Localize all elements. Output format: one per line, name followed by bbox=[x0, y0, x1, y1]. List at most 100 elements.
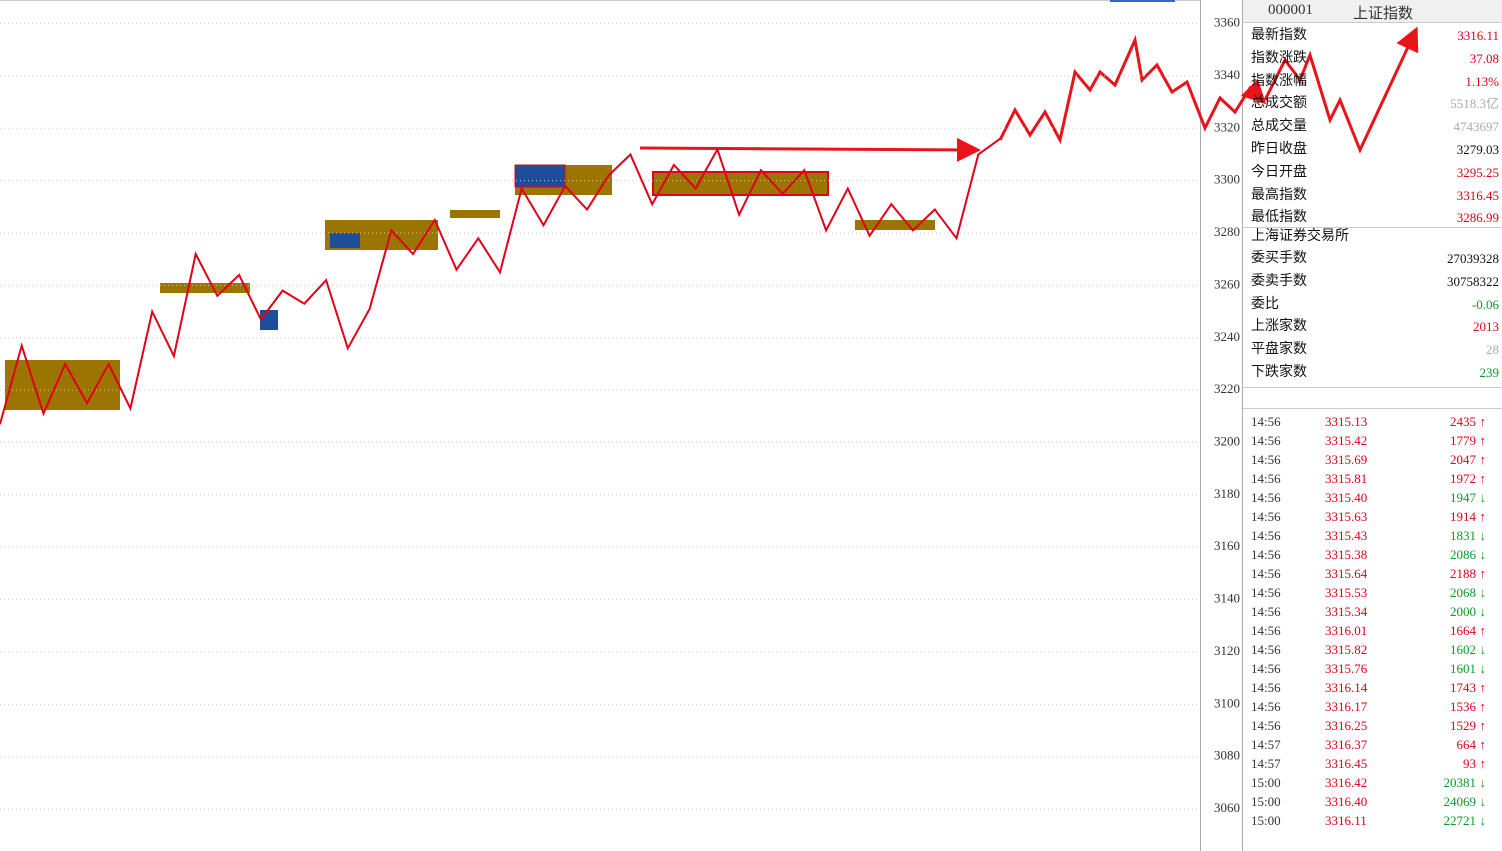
tick-volume: 1779 bbox=[1450, 433, 1476, 448]
info-value: 2013 bbox=[1473, 319, 1499, 335]
tick-arrow: ↓ bbox=[1479, 585, 1487, 600]
tick-volume: 1743 bbox=[1450, 680, 1476, 695]
zone bbox=[652, 171, 829, 196]
tick-price: 3316.17 bbox=[1325, 699, 1368, 714]
tick-row: 14:56 3315.40 1947 ↓ bbox=[1251, 488, 1502, 507]
tick-row: 14:56 3316.01 1664 ↑ bbox=[1251, 621, 1502, 640]
tick-price: 3315.81 bbox=[1325, 471, 1368, 486]
info-value: 28 bbox=[1486, 342, 1499, 358]
info-value: -0.06 bbox=[1471, 296, 1499, 312]
tick-time: 14:56 bbox=[1251, 528, 1281, 543]
tick-row: 14:56 3316.17 1536 ↑ bbox=[1251, 697, 1502, 716]
tick-arrow: ↓ bbox=[1479, 775, 1487, 790]
separator bbox=[1243, 227, 1502, 228]
y-tick-label: 3260 bbox=[1214, 276, 1240, 291]
tick-time: 14:56 bbox=[1251, 604, 1281, 619]
tick-row: 14:56 3315.42 1779 ↑ bbox=[1251, 431, 1502, 450]
tick-volume: 1536 bbox=[1450, 699, 1476, 714]
info-row: 委卖手数 30758322 bbox=[1251, 271, 1499, 293]
tick-arrow: ↑ bbox=[1479, 680, 1487, 695]
y-tick-label: 3340 bbox=[1214, 67, 1240, 82]
tick-arrow: ↑ bbox=[1479, 414, 1487, 429]
panel-header: 000001 上证指数 bbox=[1243, 0, 1502, 23]
zone bbox=[330, 233, 360, 248]
tick-volume: 20381 bbox=[1443, 775, 1477, 790]
tick-price: 3315.63 bbox=[1325, 509, 1368, 524]
tick-price: 3315.69 bbox=[1325, 452, 1368, 467]
tick-arrow: ↓ bbox=[1479, 604, 1487, 619]
y-tick-label: 3200 bbox=[1214, 434, 1240, 449]
tick-row: 14:56 3315.81 1972 ↑ bbox=[1251, 469, 1502, 488]
tick-arrow: ↓ bbox=[1479, 528, 1487, 543]
tick-volume: 1831 bbox=[1450, 528, 1476, 543]
info-value: 27039328 bbox=[1447, 251, 1499, 266]
tick-row: 14:56 3316.14 1743 ↑ bbox=[1251, 678, 1502, 697]
info-value: 3286.99 bbox=[1456, 210, 1499, 226]
y-tick-label: 3080 bbox=[1214, 748, 1240, 763]
tick-price: 3315.42 bbox=[1325, 433, 1368, 448]
tick-volume: 1972 bbox=[1450, 471, 1476, 486]
tick-price: 3315.13 bbox=[1325, 414, 1368, 429]
info-row: 总成交量 4743697 bbox=[1251, 116, 1499, 138]
zone bbox=[160, 283, 250, 293]
stock-name: 上证指数 bbox=[1353, 6, 1414, 22]
info-label: 最高指数 bbox=[1251, 187, 1307, 203]
tick-row: 14:57 3316.37 664 ↑ bbox=[1251, 735, 1502, 754]
tick-arrow: ↓ bbox=[1479, 794, 1487, 809]
separator bbox=[1243, 408, 1502, 409]
info-row: 总成交额 5518.3亿 bbox=[1251, 93, 1499, 115]
tick-row: 15:00 3316.42 20381 ↓ bbox=[1251, 773, 1502, 792]
tick-row: 14:56 3315.82 1602 ↓ bbox=[1251, 640, 1502, 659]
info-value: 4743697 bbox=[1453, 119, 1500, 135]
tick-price: 3315.40 bbox=[1325, 490, 1368, 505]
tick-arrow: ↑ bbox=[1479, 452, 1487, 467]
zone bbox=[260, 310, 278, 330]
info-row: 今日开盘 3295.25 bbox=[1251, 162, 1499, 184]
annotations bbox=[639, 26, 1419, 162]
tick-time: 14:56 bbox=[1251, 471, 1281, 486]
info-label: 委比 bbox=[1251, 296, 1279, 312]
tick-arrow: ↑ bbox=[1479, 566, 1487, 581]
tick-row: 14:56 3315.76 1601 ↓ bbox=[1251, 659, 1502, 678]
tick-arrow: ↑ bbox=[1479, 737, 1487, 752]
info-label: 最新指数 bbox=[1251, 28, 1307, 43]
tick-arrow: ↑ bbox=[1479, 509, 1487, 524]
info-label: 委卖手数 bbox=[1251, 273, 1307, 289]
tick-volume: 1601 bbox=[1450, 661, 1476, 676]
tick-price: 3315.82 bbox=[1325, 642, 1368, 657]
tick-arrow: ↑ bbox=[1479, 699, 1487, 714]
tick-time: 14:56 bbox=[1251, 623, 1281, 638]
tick-price: 3316.25 bbox=[1325, 718, 1368, 733]
y-tick-label: 3060 bbox=[1214, 800, 1240, 815]
tick-arrow: ↓ bbox=[1479, 642, 1487, 657]
arrow bbox=[639, 137, 981, 162]
zone bbox=[450, 210, 500, 218]
y-tick-label: 3140 bbox=[1214, 591, 1240, 606]
y-tick-label: 3160 bbox=[1214, 538, 1240, 553]
zone bbox=[514, 164, 566, 188]
tick-time: 14:56 bbox=[1251, 547, 1281, 562]
tick-time: 14:56 bbox=[1251, 452, 1281, 467]
zone bbox=[5, 360, 120, 410]
tick-time: 14:56 bbox=[1251, 566, 1281, 581]
tick-price: 3316.42 bbox=[1325, 775, 1368, 790]
tick-arrow: ↑ bbox=[1479, 756, 1487, 771]
tick-row: 14:56 3316.25 1529 ↑ bbox=[1251, 716, 1502, 735]
tick-volume: 2435 bbox=[1450, 414, 1476, 429]
separator bbox=[1243, 387, 1502, 388]
info-row: 指数涨幅 1.13% bbox=[1251, 71, 1499, 93]
info-row: 昨日收盘 3279.03 bbox=[1251, 139, 1499, 161]
info-label: 下跌家数 bbox=[1251, 365, 1307, 380]
quote-panel: 000001 上证指数 最新指数 3316.11 指数涨跌 37.08 指数涨幅 1.13… bbox=[1243, 0, 1502, 851]
info-value: 3295.25 bbox=[1456, 164, 1499, 180]
tick-row: 14:56 3315.38 2086 ↓ bbox=[1251, 545, 1502, 564]
tick-time: 15:00 bbox=[1251, 813, 1281, 828]
tick-volume: 1529 bbox=[1450, 718, 1476, 733]
info-label: 今日开盘 bbox=[1251, 164, 1307, 180]
info-value: 3316.11 bbox=[1457, 28, 1499, 43]
info-label: 上涨家数 bbox=[1251, 319, 1307, 335]
tick-row: 14:56 3315.64 2188 ↑ bbox=[1251, 564, 1502, 583]
info-label: 总成交额 bbox=[1251, 96, 1307, 112]
exchange-title: 上海证券交易所 bbox=[1251, 226, 1499, 248]
